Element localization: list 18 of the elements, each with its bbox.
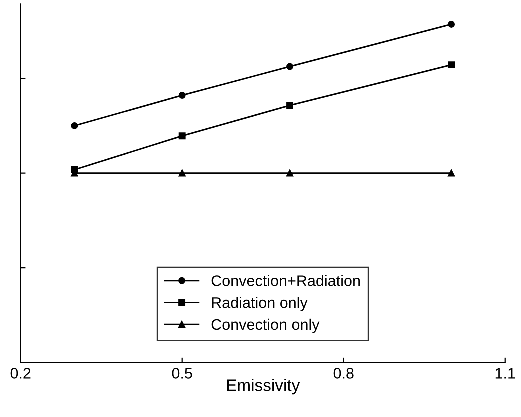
x-tick-label: 0.8 — [334, 368, 354, 379]
point — [448, 170, 456, 177]
point — [178, 170, 186, 177]
point — [286, 102, 294, 110]
point — [286, 170, 294, 177]
legend-label: Convection+Radiation — [212, 275, 360, 286]
point — [71, 122, 78, 130]
point — [286, 63, 294, 70]
x-tick-label: 1.1 — [496, 368, 516, 379]
x-tick-label: 0.5 — [172, 368, 192, 379]
point — [448, 62, 456, 69]
x-tick-label: 0.2 — [10, 368, 31, 379]
legend-label: Radiation only — [212, 297, 308, 312]
x-axis-title: Emissivity — [227, 379, 300, 395]
point — [448, 20, 456, 28]
point — [178, 132, 186, 140]
point — [178, 92, 186, 99]
legend-label: Convection only — [212, 318, 320, 334]
